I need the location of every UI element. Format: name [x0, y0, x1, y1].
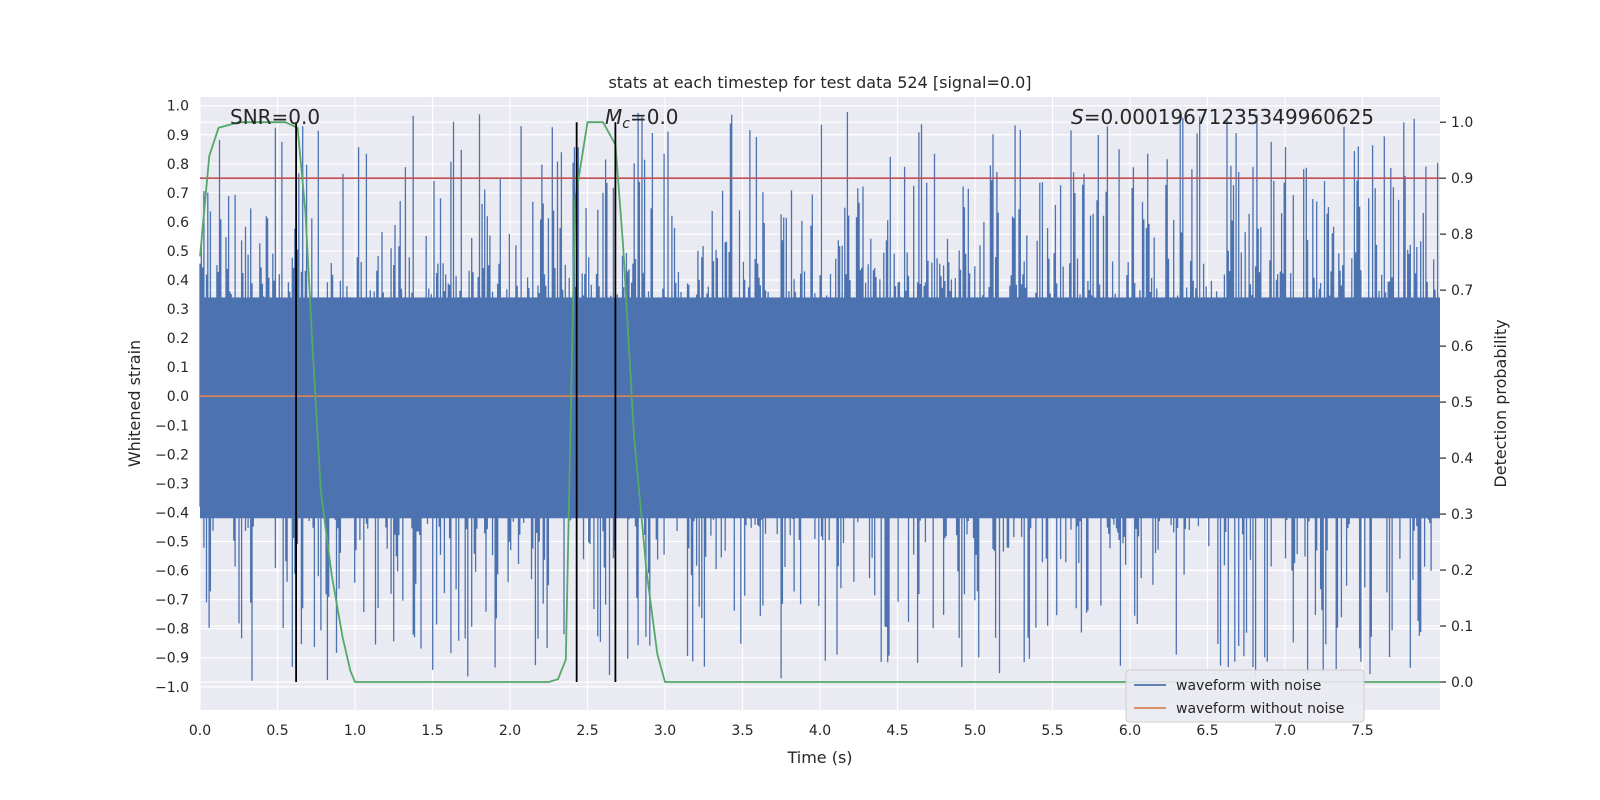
y-tick-label-right: 0.6	[1451, 339, 1473, 355]
y-tick-label-left: 0.2	[167, 331, 189, 347]
y-tick-label-left: −0.2	[155, 447, 189, 463]
y-tick-label-left: 1.0	[167, 99, 189, 115]
y-tick-label-right: 0.1	[1451, 619, 1473, 635]
y-tick-label-left: −0.8	[155, 622, 189, 638]
annotation-s-symbol: S	[1071, 105, 1084, 129]
series-detection-probability	[199, 121, 1440, 683]
annotation-mc-symbol: M	[605, 105, 622, 129]
y-tick-label-left: 0.0	[167, 389, 189, 405]
y-tick-label-left: −0.4	[155, 505, 189, 521]
x-tick-label: 2.0	[499, 723, 521, 739]
y-tick-label-left: −0.9	[155, 651, 189, 667]
y-tick-label-right: 0.8	[1451, 227, 1473, 243]
legend: waveform with noise waveform without nois…	[1125, 669, 1365, 723]
annotation-s-value: =0.00019671235349960625	[1084, 105, 1374, 129]
x-tick-label: 7.0	[1274, 723, 1296, 739]
legend-entry-label: waveform with noise	[1176, 678, 1321, 694]
y-tick-label-left: −0.5	[155, 534, 189, 550]
y-tick-label-right: 0.5	[1451, 395, 1473, 411]
overlay-lines	[199, 121, 1440, 683]
legend-box	[1125, 669, 1365, 723]
y-tick-label-right: 0.4	[1451, 451, 1473, 467]
chart-title: stats at each timestep for test data 524…	[608, 73, 1031, 92]
x-tick-label: 4.0	[809, 723, 831, 739]
y-tick-label-left: 0.8	[167, 157, 189, 173]
y-tick-label-left: 0.7	[167, 186, 189, 202]
axes: 0.0 0.5 1.0 1.5 2.0 2.5 3.0 3.5 4.0 4.5 5.0 5.5 6.0 6…	[155, 99, 1473, 739]
y-axis-label-right: Detection probability	[1491, 319, 1510, 487]
noise-spikes	[199, 112, 1440, 681]
y-tick-label-left: 0.1	[167, 360, 189, 376]
y-tick-label-left: −0.7	[155, 593, 189, 609]
x-tick-label: 7.5	[1351, 723, 1373, 739]
x-tick-label: 2.5	[576, 723, 598, 739]
x-tick-label: 6.0	[1119, 723, 1141, 739]
x-tick-label: 1.0	[344, 723, 366, 739]
annotation-s-statistic: S=0.00019671235349960625	[1071, 105, 1374, 129]
x-tick-label: 4.5	[886, 723, 908, 739]
x-tick-label: 0.5	[266, 723, 288, 739]
x-tick-label: 3.0	[654, 723, 676, 739]
x-axis-label: Time (s)	[786, 748, 852, 767]
x-tick-label: 6.5	[1196, 723, 1218, 739]
annotation-chirp-mass: Mc=0.0	[605, 105, 679, 132]
x-tick-label: 5.5	[1041, 723, 1063, 739]
y-tick-label-left: 0.9	[167, 128, 189, 144]
annotation-mc-sub: c	[622, 116, 630, 132]
y-tick-label-left: −0.1	[155, 418, 189, 434]
y-tick-label-right: 1.0	[1451, 115, 1473, 131]
y-tick-label-right: 0.2	[1451, 563, 1473, 579]
y-tick-label-left: 0.4	[167, 273, 189, 289]
y-tick-label-left: 0.5	[167, 244, 189, 260]
y-tick-label-right: 0.9	[1451, 171, 1473, 187]
y-tick-label-left: 0.3	[167, 302, 189, 318]
series-waveform-with-noise	[199, 112, 1440, 681]
y-tick-label-left: −0.3	[155, 476, 189, 492]
legend-entry-label: waveform without noise	[1176, 701, 1344, 717]
x-tick-label: 1.5	[421, 723, 443, 739]
annotation-snr: SNR=0.0	[230, 105, 320, 129]
y-axis-label-left: Whitened strain	[125, 340, 144, 467]
y-tick-label-right: 0.0	[1451, 675, 1473, 691]
y-tick-label-left: 0.6	[167, 215, 189, 231]
x-tick-label: 5.0	[964, 723, 986, 739]
y-tick-label-left: −0.6	[155, 564, 189, 580]
x-tick-label: 3.5	[731, 723, 753, 739]
y-tick-label-right: 0.7	[1451, 283, 1473, 299]
y-tick-label-left: −1.0	[155, 680, 189, 696]
y-tick-label-right: 0.3	[1451, 507, 1473, 523]
annotation-mc-value: =0.0	[630, 105, 679, 129]
x-tick-label: 0.0	[189, 723, 211, 739]
